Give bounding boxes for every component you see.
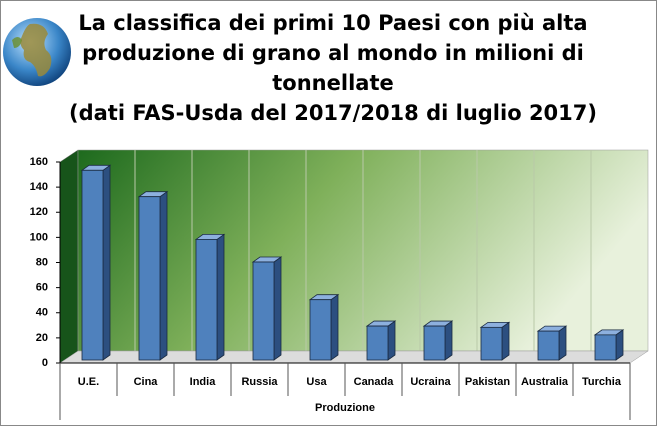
bar-front <box>366 325 389 361</box>
x-tick-label: Cina <box>134 376 159 388</box>
bar-front <box>195 238 218 361</box>
bar-front <box>138 196 161 361</box>
title-line: tonnellate <box>272 71 393 95</box>
bar <box>80 164 112 361</box>
y-tick-label: 100 <box>30 231 48 243</box>
bar <box>536 325 568 361</box>
x-tick-label: Pakistan <box>465 376 511 388</box>
x-tick-label: Ucraina <box>410 376 451 388</box>
x-tick-label: Usa <box>306 376 327 388</box>
x-tick-label: Australia <box>521 376 569 388</box>
y-tick-label: 60 <box>36 282 48 294</box>
bar-side <box>159 190 168 361</box>
x-tick-label: U.E. <box>78 376 99 388</box>
bar <box>251 256 283 361</box>
y-tick-label: 20 <box>36 332 48 344</box>
bar-side <box>330 293 339 361</box>
x-tick-label: India <box>190 376 217 388</box>
bar <box>422 320 454 361</box>
bar-front <box>309 299 332 361</box>
bar-side <box>273 256 282 361</box>
bar-front <box>594 334 617 361</box>
y-tick-label: 120 <box>30 206 48 218</box>
bar-side <box>102 164 111 361</box>
title-line: La classifica dei primi 10 Paesi con più… <box>78 11 587 35</box>
bar-front <box>252 261 275 361</box>
y-tick-label: 140 <box>30 181 48 193</box>
y-tick-label: 160 <box>30 156 48 168</box>
x-tick-label: Russia <box>241 376 278 388</box>
title-line: (dati FAS-Usda del 2017/2018 di luglio 2… <box>69 101 597 125</box>
bar <box>593 329 625 361</box>
bar-side <box>216 233 225 361</box>
bar-front <box>537 330 560 361</box>
globe-icon <box>3 18 71 86</box>
plot-area: 0 20 40 60 80 100 120 140 160 Produzione U.E. Cina I… <box>30 149 649 420</box>
bar-side <box>444 320 453 361</box>
bar <box>365 320 397 361</box>
x-axis-label: Produzione <box>315 402 375 414</box>
x-tick-label: Turchia <box>582 376 622 388</box>
bar <box>137 190 169 361</box>
chart-title: La classifica dei primi 10 Paesi con più… <box>69 11 597 125</box>
y-tick-label: 0 <box>42 357 48 369</box>
y-tick-label: 80 <box>36 256 48 268</box>
x-tick-label: Canada <box>354 376 395 388</box>
left-wall <box>59 149 79 364</box>
bar <box>308 293 340 361</box>
bar-side <box>558 325 567 361</box>
bar <box>479 321 511 361</box>
bar-side <box>501 321 510 361</box>
bar <box>194 233 226 361</box>
y-tick-label: 40 <box>36 307 48 319</box>
bar-front <box>423 325 446 361</box>
bar-front <box>81 169 104 361</box>
bar-front <box>480 326 503 361</box>
title-line: produzione di grano al mondo in milioni … <box>82 41 584 65</box>
bar-side <box>387 320 396 361</box>
